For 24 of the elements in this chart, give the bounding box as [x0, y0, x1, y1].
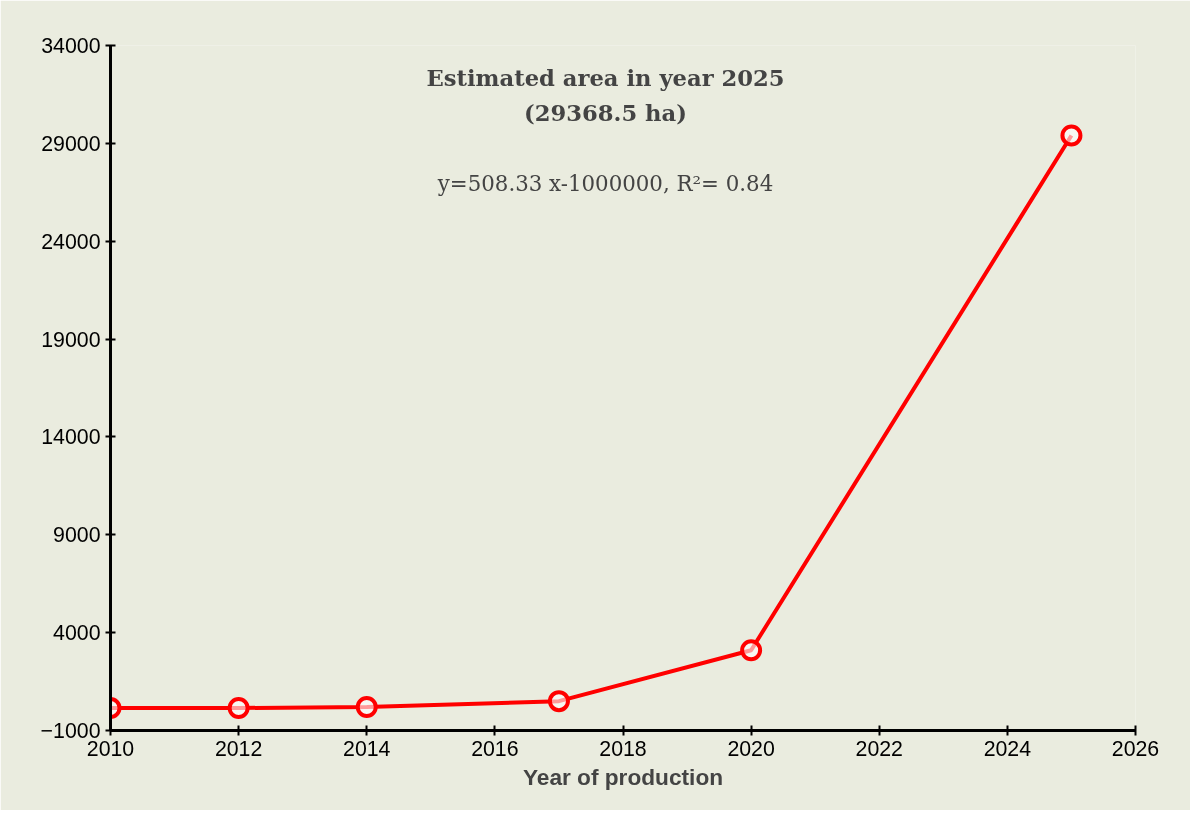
- x-tick-label: 2016: [471, 736, 519, 761]
- point: [740, 639, 763, 662]
- y-tick-label: 14000: [41, 425, 101, 450]
- x-tick-label: 2020: [727, 736, 775, 761]
- x-tick-label: 2024: [983, 736, 1032, 761]
- annotation: (29368.5 ha): [524, 99, 687, 126]
- x-tick-label: 2026: [1111, 736, 1160, 761]
- x-tick-label: 2014: [343, 736, 391, 761]
- x-tick-label: 2018: [599, 736, 647, 761]
- point: [355, 696, 378, 718]
- annotation: y=508.33 x-1000000, R²= 0.84: [436, 170, 774, 196]
- point: [227, 697, 250, 719]
- y-tick-label: 34000: [41, 34, 101, 58]
- y-tick-label: 24000: [41, 229, 101, 254]
- y-tick-label: 9000: [53, 523, 101, 548]
- x-axis-title: Year of production: [522, 763, 724, 790]
- y-tick-label: 4000: [53, 621, 101, 646]
- y-tick-label: 29000: [41, 131, 101, 156]
- x-tick-label: 2022: [855, 736, 903, 761]
- point: [547, 690, 570, 713]
- x-tick-label: 2012: [214, 736, 263, 761]
- annotation: Estimated area in year 2025: [426, 64, 785, 91]
- y-tick-label: 19000: [41, 327, 101, 352]
- point: [1060, 124, 1083, 147]
